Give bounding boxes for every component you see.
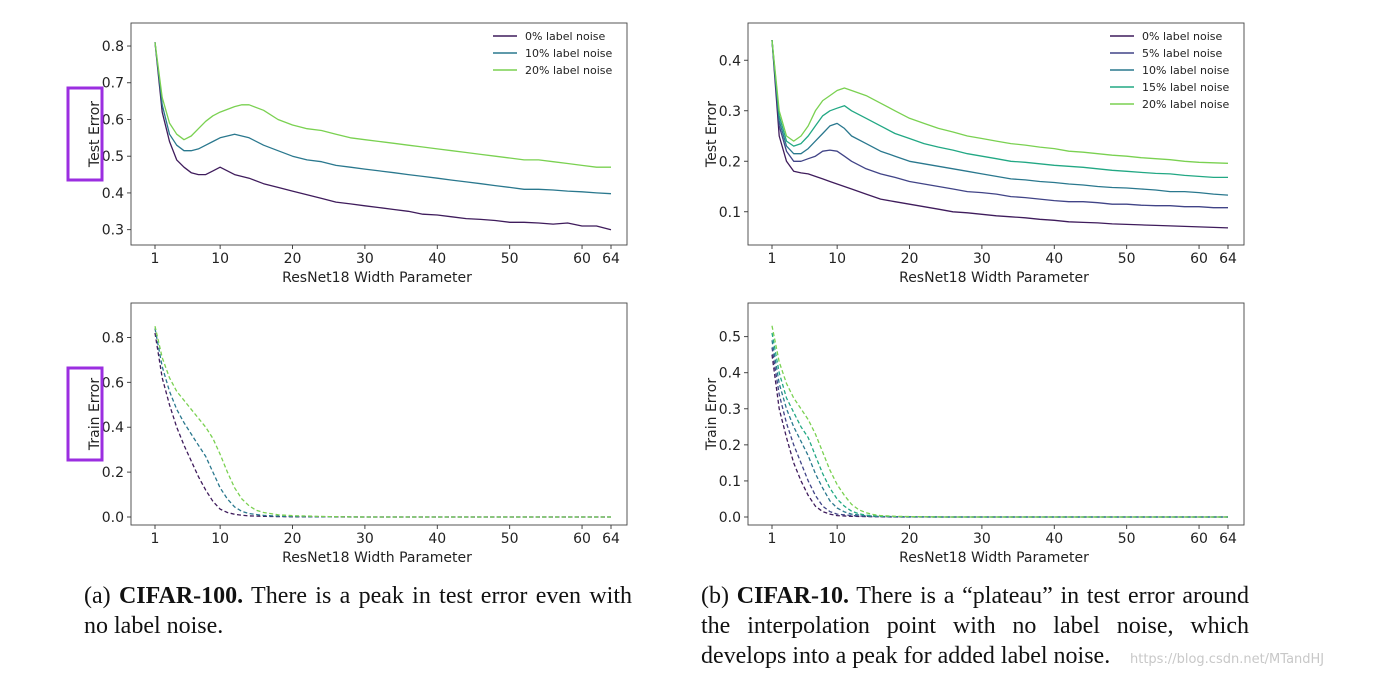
x-tick-label: 10 — [211, 251, 229, 267]
series-line-20-label-noise — [154, 42, 611, 168]
series-line-0-label-noise — [771, 354, 1228, 518]
series-line-10-label-noise — [154, 42, 612, 195]
y-tick-label: 0.6 — [102, 112, 124, 128]
y-tick-label: 0.2 — [719, 438, 741, 454]
y-tick-label: 0.8 — [102, 39, 124, 55]
y-tick-label: 0.7 — [102, 76, 124, 92]
series-line-10-label-noise — [771, 40, 1229, 196]
y-tick-label: 0.3 — [719, 104, 741, 120]
x-axis-label: ResNet18 Width Parameter — [899, 270, 1089, 286]
x-tick-label: 30 — [356, 251, 374, 267]
x-tick-label: 64 — [602, 531, 620, 547]
y-tick-label: 0.2 — [102, 465, 124, 481]
series-line-0-label-noise — [154, 42, 612, 231]
y-tick-label: 0.5 — [102, 149, 124, 165]
series-line-0-label-noise — [771, 40, 1229, 229]
series-line-5-label-noise — [771, 40, 1228, 209]
legend-label: 5% label noise — [1142, 47, 1223, 60]
x-tick-label: 1 — [768, 251, 777, 267]
x-tick-label: 40 — [428, 531, 446, 547]
series-line-20-label-noise — [154, 326, 611, 518]
legend-label: 0% label noise — [525, 30, 606, 43]
y-axis-label: Train Error — [87, 378, 103, 451]
y-tick-label: 0.1 — [719, 205, 741, 221]
x-tick-label: 40 — [1045, 251, 1063, 267]
y-tick-label: 0.3 — [102, 223, 124, 239]
legend-label: 10% label noise — [1142, 64, 1230, 77]
x-tick-label: 60 — [573, 531, 591, 547]
caption-b: (b) CIFAR-10. There is a “plateau” in te… — [701, 581, 1249, 671]
x-tick-label: 50 — [1118, 531, 1136, 547]
caption-a-label: (a) — [84, 583, 119, 609]
y-tick-label: 0.6 — [102, 375, 124, 391]
x-tick-label: 64 — [1219, 251, 1237, 267]
plot-frame — [130, 302, 628, 526]
y-tick-label: 0.8 — [102, 330, 124, 346]
y-axis-label: Test Error — [87, 101, 103, 168]
plot-frame — [747, 302, 1245, 526]
x-tick-label: 50 — [1118, 251, 1136, 267]
x-tick-label: 50 — [501, 251, 519, 267]
x-axis-label: ResNet18 Width Parameter — [899, 550, 1089, 566]
x-tick-label: 30 — [973, 251, 991, 267]
x-tick-label: 20 — [901, 531, 919, 547]
x-tick-label: 1 — [151, 531, 160, 547]
x-tick-label: 10 — [211, 531, 229, 547]
x-tick-label: 30 — [356, 531, 374, 547]
series-line-20-label-noise — [771, 325, 1228, 518]
caption-b-label: (b) — [701, 583, 737, 609]
x-tick-label: 20 — [901, 251, 919, 267]
caption-a-text: There is a peak in test error even with … — [84, 583, 632, 639]
legend-label: 15% label noise — [1142, 81, 1230, 94]
x-tick-label: 10 — [828, 251, 846, 267]
x-tick-label: 40 — [1045, 531, 1063, 547]
series-line-20-label-noise — [771, 40, 1229, 164]
ylabel-highlight-box — [66, 86, 104, 182]
x-axis-label: ResNet18 Width Parameter — [282, 270, 472, 286]
caption-b-title: CIFAR-10. — [736, 583, 849, 609]
caption-a-title: CIFAR-100. — [118, 583, 244, 609]
x-tick-label: 1 — [768, 531, 777, 547]
x-tick-label: 64 — [602, 251, 620, 267]
cifar10-train-error-plot: 0.0 0.1 0.2 0.3 0.4 0.5 1 10 20 30 40 50 60 64 ResNet1… — [704, 302, 1245, 566]
x-tick-label: 20 — [284, 531, 302, 547]
x-tick-label: 64 — [1219, 531, 1237, 547]
cifar100-test-error-plot: 0.3 0.4 0.5 0.6 0.7 0.8 1 10 20 30 40 50 60 64 ResNet1… — [66, 22, 628, 286]
y-axis-label: Test Error — [704, 101, 720, 168]
caption-b-text: There is a “plateau” in test error aroun… — [701, 583, 1249, 669]
y-tick-label: 0.0 — [102, 510, 124, 526]
x-axis-label: ResNet18 Width Parameter — [282, 550, 472, 566]
x-tick-label: 20 — [284, 251, 302, 267]
x-tick-label: 50 — [501, 531, 519, 547]
y-tick-label: 0.2 — [719, 154, 741, 170]
watermark: https://blog.csdn.net/MTandHJ — [1130, 652, 1325, 667]
y-tick-label: 0.5 — [719, 330, 741, 346]
plot-frame — [747, 22, 1245, 246]
y-tick-label: 0.4 — [719, 366, 741, 382]
x-tick-label: 1 — [151, 251, 160, 267]
y-tick-label: 0.1 — [719, 474, 741, 490]
y-tick-label: 0.4 — [102, 186, 124, 202]
x-tick-label: 40 — [428, 251, 446, 267]
cifar100-train-error-plot: 0.0 0.2 0.4 0.6 0.8 1 10 20 30 40 50 60 64 ResNet18 W… — [66, 302, 628, 566]
x-tick-label: 30 — [973, 531, 991, 547]
y-tick-label: 0.4 — [719, 53, 741, 69]
legend-label: 0% label noise — [1142, 30, 1223, 43]
cifar10-test-error-plot: 0.1 0.2 0.3 0.4 1 10 20 30 40 50 60 64 ResNet18 Widt… — [704, 22, 1245, 286]
x-tick-label: 60 — [573, 251, 591, 267]
legend-label: 20% label noise — [1142, 98, 1230, 111]
y-tick-label: 0.3 — [719, 402, 741, 418]
legend-label: 10% label noise — [525, 47, 613, 60]
x-tick-label: 60 — [1190, 251, 1208, 267]
caption-a: (a) CIFAR-100. There is a peak in test e… — [84, 581, 632, 641]
legend-label: 20% label noise — [525, 64, 613, 77]
y-axis-label: Train Error — [704, 378, 720, 451]
x-tick-label: 10 — [828, 531, 846, 547]
y-tick-label: 0.0 — [719, 510, 741, 526]
x-tick-label: 60 — [1190, 531, 1208, 547]
y-tick-label: 0.4 — [102, 420, 124, 436]
series-line-15-label-noise — [771, 40, 1228, 179]
ylabel-highlight-box — [66, 366, 104, 462]
